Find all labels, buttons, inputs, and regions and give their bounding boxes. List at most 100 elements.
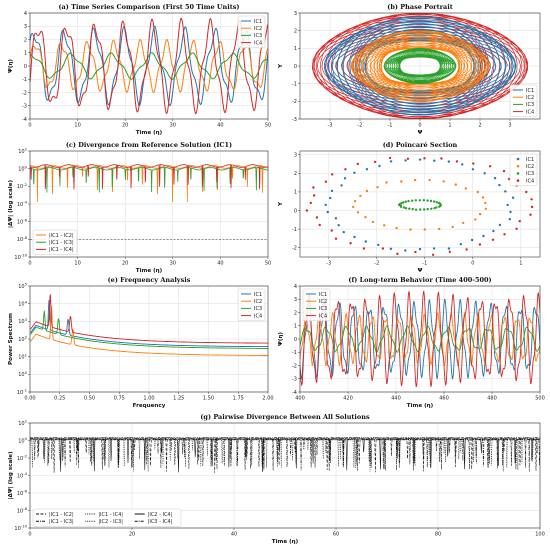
y-tick-label: -1 — [22, 77, 27, 83]
y-tick-label: 0 — [294, 64, 297, 70]
scatter-point — [440, 157, 443, 160]
y-tick-label: 1 — [24, 51, 27, 57]
x-axis-label: Ψ — [418, 268, 423, 274]
scatter-point — [423, 157, 426, 160]
scatter-point — [378, 164, 381, 168]
plot-frame — [29, 422, 541, 529]
scatter-point — [498, 223, 502, 227]
series-line-IC3 — [383, 48, 457, 85]
series-line-IC4 — [30, 17, 268, 115]
x-tick-label: -1 — [422, 261, 427, 267]
legend-label: IC3 — [526, 171, 534, 177]
plot-frame — [299, 150, 541, 258]
scatter-point — [334, 237, 338, 240]
panel-title: (b) Phase Portrait — [387, 3, 452, 11]
legend-label: |IC1 - IC2| — [49, 512, 74, 518]
x-tick-label: 0 — [28, 532, 31, 538]
scatter-point — [447, 247, 451, 250]
y-tick-label: 2 — [294, 28, 297, 34]
y-tick-label: -1 — [292, 350, 297, 356]
y-tick-label: -2 — [292, 99, 297, 105]
x-tick-label: 40 — [217, 123, 223, 129]
series-line-4 — [30, 437, 540, 473]
scatter-point — [364, 216, 367, 219]
legend-box — [237, 288, 266, 322]
scatter-point — [509, 210, 512, 214]
scatter-point — [455, 160, 459, 163]
series-line-IC3 — [30, 310, 268, 349]
y-tick-label: 3 — [294, 297, 297, 303]
scatter-point — [471, 168, 475, 171]
scatter-point — [442, 180, 445, 183]
scatter-point — [402, 206, 406, 209]
scatter-point — [414, 208, 418, 211]
x-tick-label: 60 — [333, 532, 339, 538]
x-tick-label: 50 — [265, 261, 271, 267]
scatter-point — [484, 201, 487, 205]
y-tick-label: -3 — [292, 377, 297, 383]
y-tick-label: -1 — [292, 227, 297, 233]
legend-label: |IC1 - IC4| — [98, 512, 123, 518]
scatter-point — [525, 190, 528, 194]
scatter-point — [349, 242, 352, 245]
panel-title: (f) Long-term Behavior (Time 400-500) — [348, 276, 491, 284]
scatter-point — [312, 194, 316, 197]
legend-label: IC1 — [526, 157, 534, 163]
scatter-point — [507, 177, 511, 181]
y-tick-label: -4 — [292, 390, 297, 396]
scatter-point — [481, 196, 485, 199]
y-tick-label: 10-1 — [17, 388, 28, 396]
plot-frame — [29, 150, 269, 258]
scatter-point — [506, 203, 509, 207]
y-tick-label: 3 — [24, 24, 27, 30]
legend-label: IC4 — [254, 40, 262, 46]
scatter-point — [482, 234, 485, 238]
scatter-point — [429, 199, 433, 203]
scatter-point — [515, 227, 518, 230]
scatter-point — [493, 177, 497, 180]
legend-label: |IC1 - IC3| — [49, 240, 74, 246]
series-line-1 — [30, 166, 268, 193]
scatter-point — [312, 186, 315, 189]
legend-label: |IC1 - IC2| — [49, 233, 74, 239]
scatter-point — [465, 248, 468, 251]
legend-marker — [516, 164, 520, 168]
plot-frame — [29, 12, 269, 120]
x-tick-label: 440 — [391, 396, 401, 402]
legend-label: IC4 — [526, 178, 534, 184]
y-tick-label: -3 — [292, 117, 297, 123]
plot-frame — [299, 285, 541, 393]
legend-box — [237, 15, 266, 49]
scatter-point — [464, 187, 467, 190]
y-axis-label: Ψ(η) — [278, 332, 284, 346]
scatter-point — [413, 178, 417, 182]
y-tick-label: 2 — [294, 171, 297, 177]
legend-label: |IC1 - IC3| — [49, 519, 74, 525]
x-tick-label: 400 — [295, 396, 305, 402]
series-line-3 — [30, 437, 540, 473]
series-line-IC2 — [350, 30, 490, 102]
x-tick-label: 420 — [343, 396, 353, 402]
scatter-point — [418, 158, 422, 161]
legend-label: |IC1 - IC4| — [49, 247, 74, 253]
y-tick-label: -1 — [292, 81, 297, 87]
scatter-point — [334, 217, 338, 220]
series-line-IC3 — [30, 52, 268, 80]
scatter-point — [389, 160, 393, 163]
legend-box — [302, 288, 331, 322]
plot-clip — [305, 156, 534, 256]
x-tick-label: 10 — [74, 261, 80, 267]
panel-title: (d) Poincaré Section — [383, 141, 458, 149]
legend-label: IC1 — [526, 88, 534, 94]
scatter-point — [409, 228, 412, 231]
scatter-point — [472, 162, 475, 165]
scatter-point — [419, 208, 422, 211]
x-tick-label: 0.75 — [114, 396, 125, 402]
x-tick-label: -3 — [328, 123, 333, 129]
x-tick-label: 30 — [170, 261, 176, 267]
y-tick-label: 4 — [24, 11, 27, 17]
scatter-point — [326, 210, 329, 214]
y-axis-label: |ΔΨ| (log scale) — [8, 451, 14, 500]
scatter-point — [422, 199, 425, 202]
legend-label: IC3 — [254, 33, 262, 39]
